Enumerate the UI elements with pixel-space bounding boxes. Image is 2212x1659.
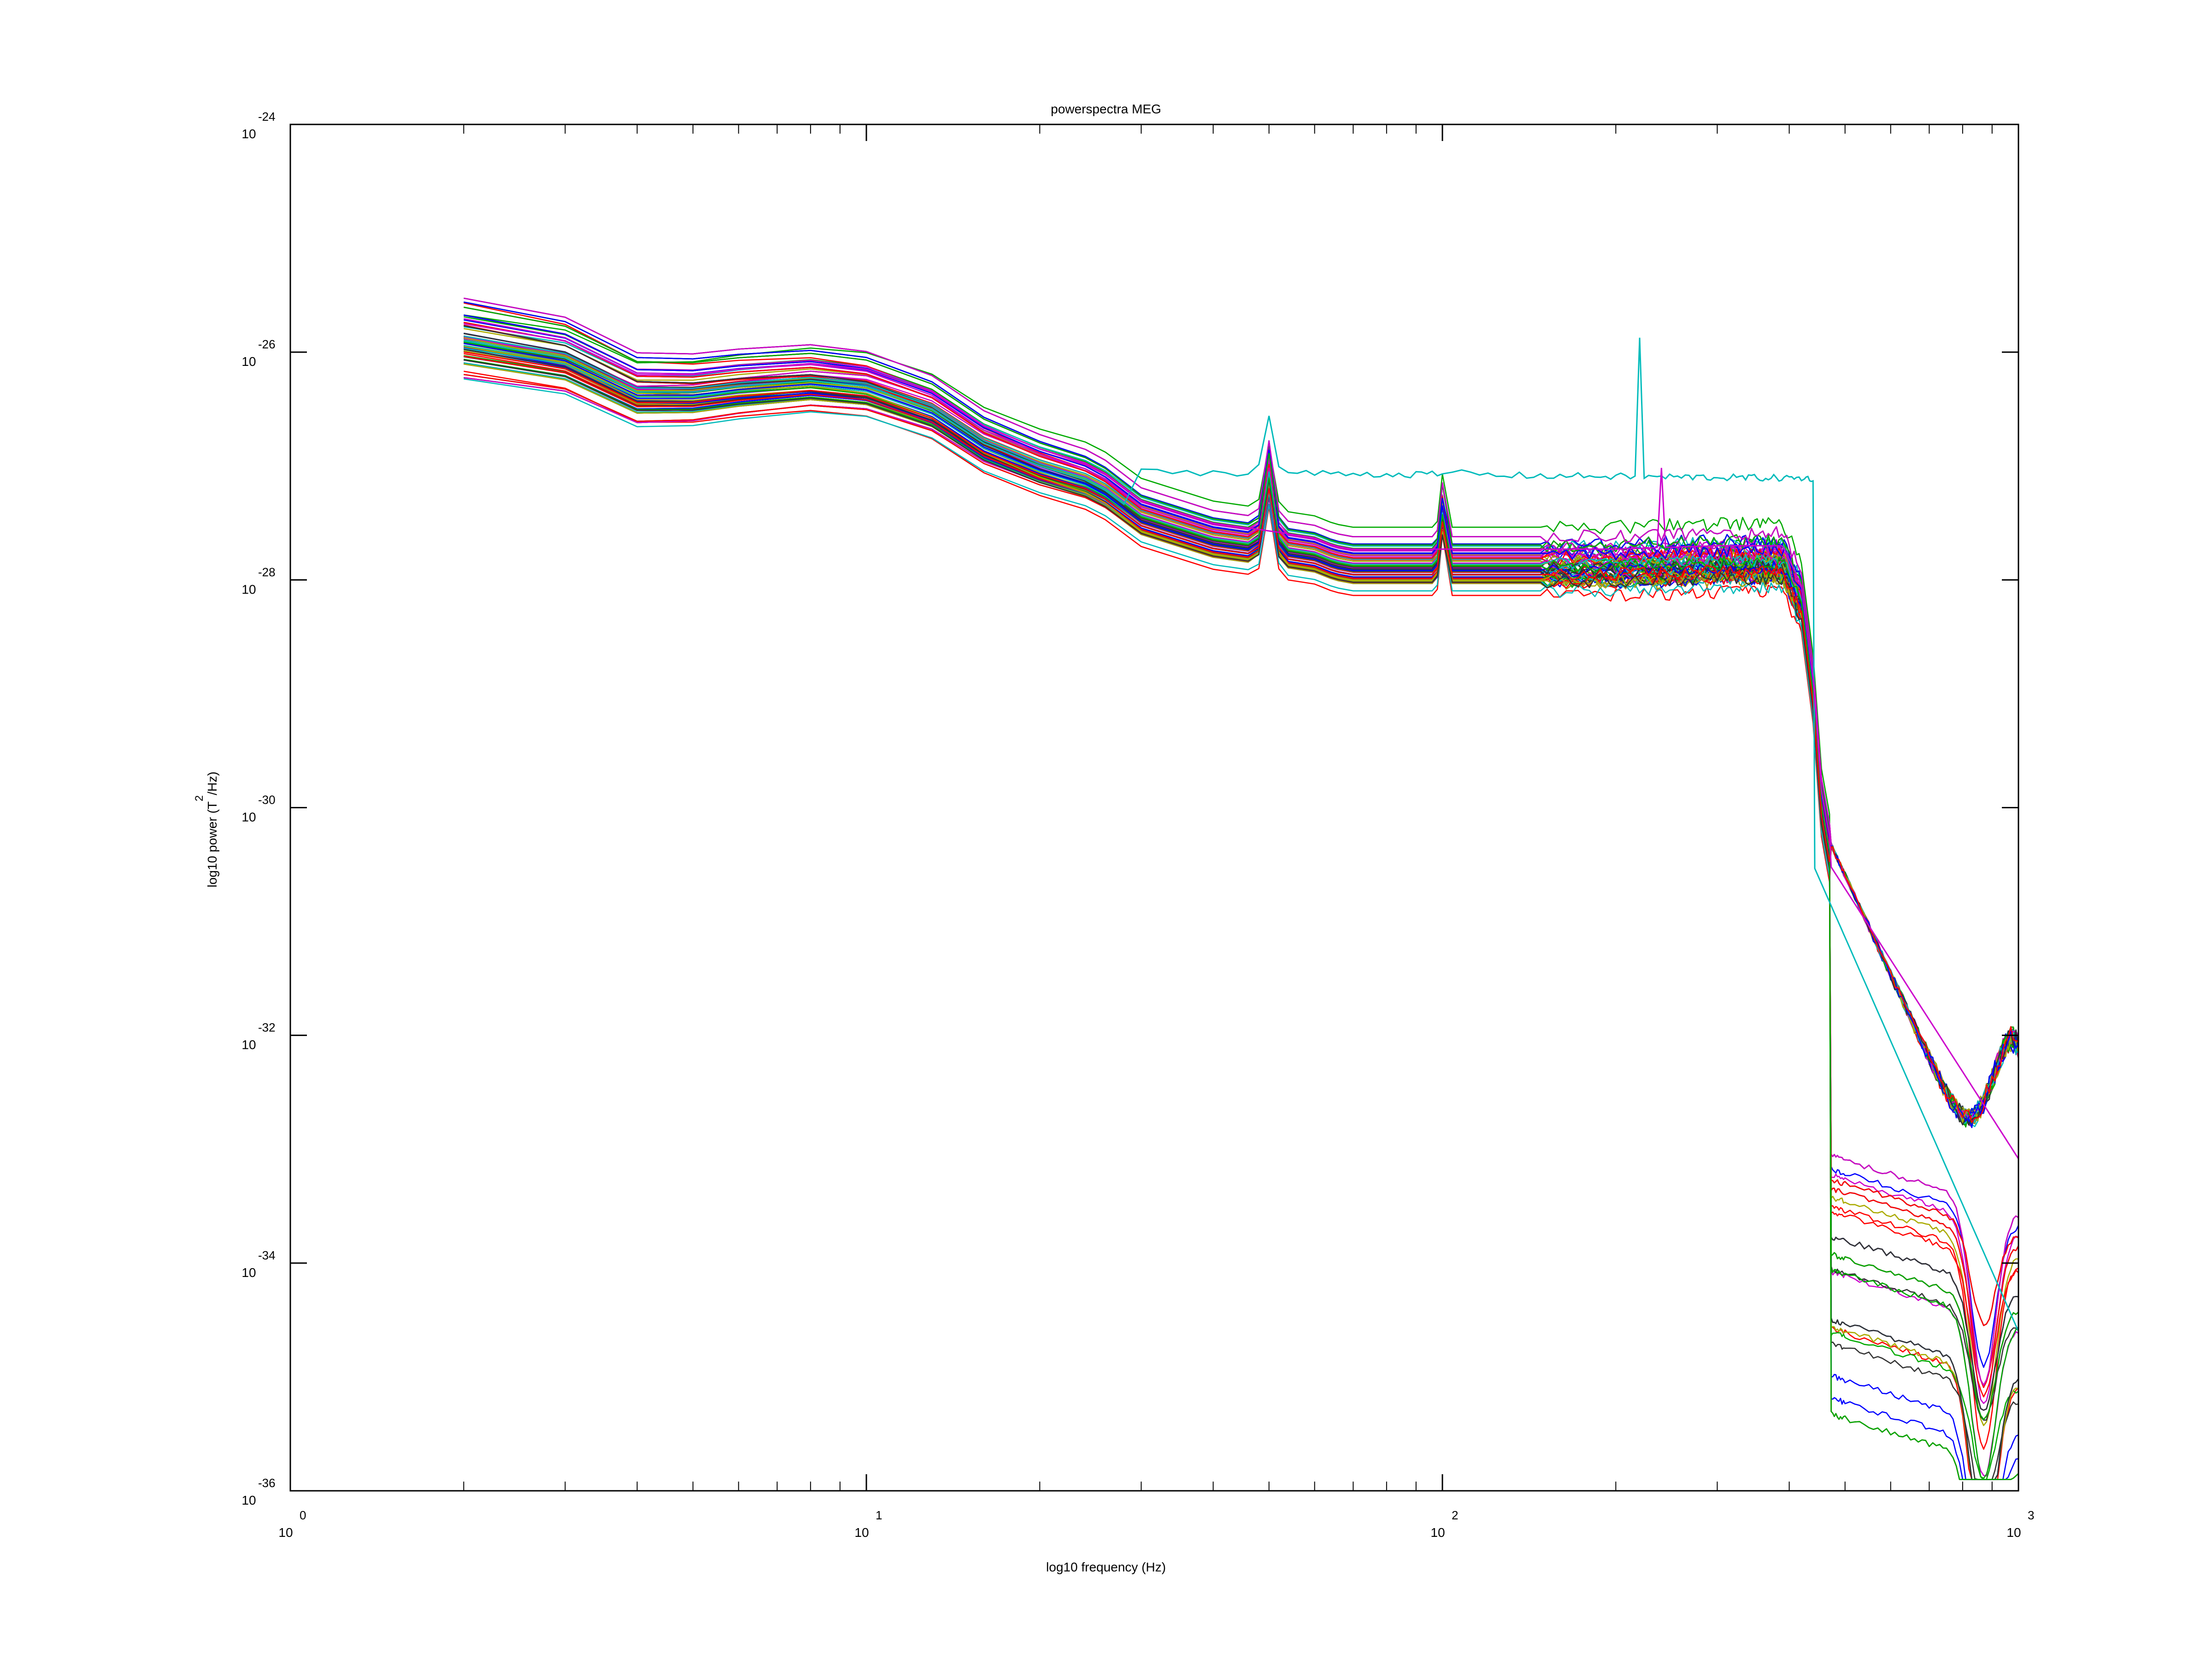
series-line [464,359,2019,1125]
y-tick-label-base: 10 [241,1038,256,1052]
x-tick-label-exp: 3 [2028,1508,2034,1522]
x-tick-label-base: 10 [278,1525,293,1540]
x-tick-label-exp: 1 [876,1508,882,1522]
series-line [464,351,2019,1123]
series-line-outlier [464,337,2019,1332]
series-line [464,342,2019,1122]
y-axis-label-sup: 2 [193,795,206,801]
y-tick-label-base: 10 [241,127,256,141]
series-line [464,355,2019,1326]
y-tick-label-base: 10 [241,354,256,369]
y-tick-label-base: 10 [241,1265,256,1280]
chart-title: powerspectra MEG [1051,102,1161,116]
y-axis-label-tail: /Hz) [205,771,219,795]
y-tick-label-exp: -30 [258,793,276,807]
y-tick-label-exp: -32 [258,1021,276,1035]
series-line [464,336,2019,1386]
y-tick-label-base: 10 [241,810,256,824]
y-tick-label-exp: -24 [258,110,276,124]
svg-text:log10 power (T2/Hz): log10 power (T2/Hz) [193,771,219,887]
x-tick-label-base: 10 [2006,1525,2021,1540]
series-line [464,340,2019,1420]
x-tick-label-base: 10 [1430,1525,1445,1540]
y-tick-label-exp: -36 [258,1476,276,1490]
x-tick-label-exp: 2 [1452,1508,1458,1522]
y-axis-label-main: log10 power (T [205,801,219,888]
y-axis-label: log10 power (T2/Hz) [193,771,219,887]
y-tick-label-base: 10 [241,1493,256,1507]
x-axis-label: log10 frequency (Hz) [1046,1560,1166,1574]
y-tick-label-exp: -34 [258,1248,276,1262]
x-tick-label-exp: 0 [300,1508,306,1522]
y-tick-label-exp: -28 [258,565,276,579]
series-line [464,314,2019,1479]
series-layer [464,297,2019,1480]
y-tick-label-base: 10 [241,582,256,596]
y-tick-label-exp: -26 [258,337,276,351]
series-line-magenta [464,323,2019,1159]
x-tick-label-base: 10 [854,1525,869,1540]
axes-layer: 10010110210310-2410-2610-2810-3010-3210-… [241,110,2034,1540]
